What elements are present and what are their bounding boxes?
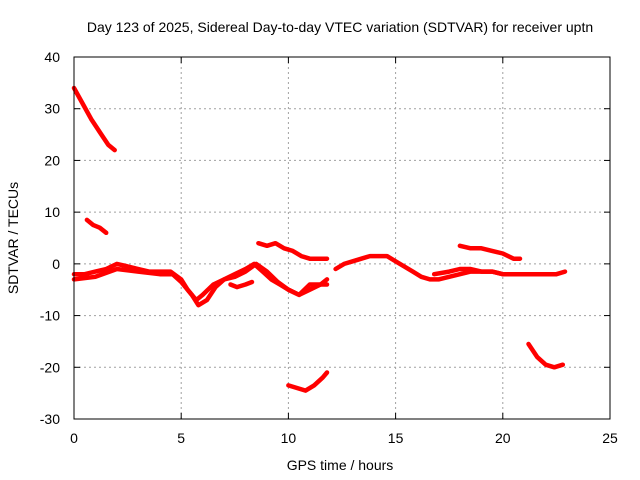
series-arc-small-7: [228, 279, 255, 290]
series-arc-mid-16-23: [431, 266, 568, 277]
x-tick-label-20: 20: [495, 430, 511, 446]
y-tick-label-40: 40: [44, 49, 60, 65]
series-arc-bump-18: [457, 243, 523, 261]
x-tick-label-5: 5: [177, 430, 185, 446]
y-axis-label: SDTVAR / TECUs: [5, 182, 21, 294]
series-arc-bump-9: [256, 240, 330, 261]
axis-ticks: 0 5 10 15 20 25 -30 -20 -10 0 10 20 30 40: [40, 49, 618, 446]
plot-frame: [73, 56, 611, 420]
x-tick-label-10: 10: [281, 430, 297, 446]
series-arc-low-10: [286, 370, 330, 393]
x-axis-label: GPS time / hours: [287, 457, 394, 473]
series-layer: [71, 85, 568, 393]
grid-lines: [74, 57, 610, 419]
y-tick-label--10: -10: [40, 308, 60, 324]
series-arc-low-21: [526, 341, 566, 370]
x-tick-label-0: 0: [70, 430, 78, 446]
series-arc-early-mid: [84, 217, 109, 236]
series-arc-mid-12-20: [333, 253, 516, 282]
y-tick-label-10: 10: [44, 204, 60, 220]
y-tick-label-20: 20: [44, 152, 60, 168]
y-tick-label--30: -30: [40, 411, 60, 427]
x-tick-label-25: 25: [602, 430, 618, 446]
chart-title: Day 123 of 2025, Sidereal Day-to-day VTE…: [87, 19, 593, 35]
y-tick-label-30: 30: [44, 101, 60, 117]
series-arc-main-b: [71, 261, 330, 308]
y-tick-label--20: -20: [40, 359, 60, 375]
x-tick-label-15: 15: [388, 430, 404, 446]
y-tick-label-0: 0: [52, 256, 60, 272]
series-arc-early-high: [71, 85, 117, 153]
